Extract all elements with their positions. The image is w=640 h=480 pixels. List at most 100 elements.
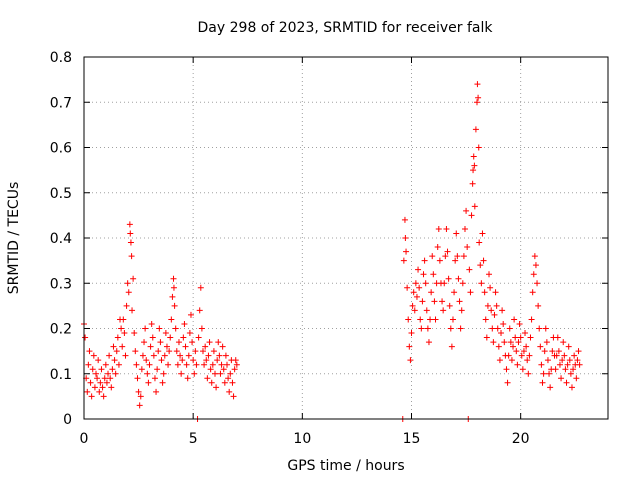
data-point	[481, 289, 488, 296]
data-point	[530, 271, 537, 278]
data-point	[440, 307, 447, 314]
data-point	[503, 366, 510, 373]
data-point	[477, 262, 484, 269]
data-point	[446, 302, 453, 309]
data-point	[402, 235, 409, 241]
data-point	[470, 153, 477, 160]
data-point	[155, 348, 162, 355]
data-point	[540, 370, 547, 377]
data-point	[96, 388, 103, 395]
data-point	[512, 334, 519, 341]
x-axis-label: GPS time / hours	[287, 458, 404, 474]
data-point	[476, 239, 483, 246]
data-point	[163, 343, 170, 350]
data-point	[534, 280, 541, 287]
data-point	[205, 352, 212, 359]
data-point	[454, 253, 461, 260]
data-point	[108, 384, 115, 391]
data-point	[479, 230, 486, 237]
data-point	[507, 339, 514, 346]
data-point	[202, 343, 209, 350]
data-point	[452, 257, 459, 264]
data-point	[105, 370, 112, 377]
data-point	[515, 339, 522, 346]
data-point	[404, 284, 411, 291]
data-point	[146, 361, 153, 368]
data-point	[125, 289, 132, 296]
data-point	[466, 266, 473, 273]
data-point	[149, 334, 156, 341]
data-point	[90, 352, 97, 359]
data-point	[131, 330, 138, 337]
data-point	[129, 307, 136, 314]
data-point	[553, 352, 560, 359]
data-point	[170, 275, 177, 282]
data-point	[410, 289, 417, 296]
data-point	[554, 334, 561, 341]
data-point	[514, 361, 521, 368]
data-point	[215, 339, 222, 346]
data-point	[87, 379, 94, 386]
data-point	[549, 348, 556, 355]
data-point	[456, 298, 463, 305]
data-point	[441, 280, 448, 287]
data-point	[156, 325, 163, 332]
data-point	[208, 379, 215, 386]
data-point	[573, 375, 580, 382]
data-point	[183, 361, 190, 368]
data-point	[406, 343, 413, 350]
data-point	[543, 339, 550, 346]
data-point	[195, 334, 202, 341]
data-point	[132, 348, 139, 355]
data-point	[566, 357, 573, 364]
data-point	[538, 361, 545, 368]
data-point	[148, 320, 155, 327]
data-point	[517, 334, 524, 341]
data-point	[199, 348, 206, 355]
data-point	[475, 144, 482, 151]
data-point	[423, 307, 430, 314]
data-point	[501, 339, 508, 346]
tick-layer	[83, 56, 608, 420]
data-point	[141, 339, 148, 346]
data-point	[403, 248, 410, 255]
data-point	[523, 343, 530, 350]
data-point	[110, 343, 117, 350]
data-point	[102, 361, 109, 368]
data-point	[170, 284, 177, 291]
data-point	[511, 316, 518, 323]
data-point	[576, 361, 583, 368]
y-tick-label: 0.8	[50, 50, 72, 66]
tick-label-layer: 0 0.1 0.2 0.3 0.4 0.5 0.6 0.7 0.8 0 5 10 15 20	[50, 50, 530, 447]
data-point	[443, 225, 450, 232]
data-point	[444, 248, 451, 255]
data-point	[494, 325, 501, 332]
data-point	[109, 366, 116, 373]
data-point	[531, 253, 538, 260]
data-point	[179, 357, 186, 364]
x-tick-label: 20	[512, 431, 530, 447]
data-point	[201, 361, 208, 368]
data-point	[490, 339, 497, 346]
data-point	[510, 343, 517, 350]
data-point	[556, 361, 563, 368]
data-point	[229, 379, 236, 386]
data-point	[232, 357, 239, 364]
data-point	[480, 257, 487, 264]
data-point	[536, 325, 543, 332]
data-point	[128, 253, 135, 260]
data-point	[424, 325, 431, 332]
data-point	[417, 316, 424, 323]
data-point	[127, 230, 134, 237]
data-point	[561, 352, 568, 359]
data-point	[505, 352, 512, 359]
data-point	[161, 352, 168, 359]
data-point	[491, 311, 498, 318]
data-point	[187, 311, 194, 318]
data-point	[221, 379, 228, 386]
data-point	[416, 284, 423, 291]
data-point	[126, 221, 133, 228]
x-tick-label: 0	[80, 431, 89, 447]
data-point	[120, 316, 127, 323]
